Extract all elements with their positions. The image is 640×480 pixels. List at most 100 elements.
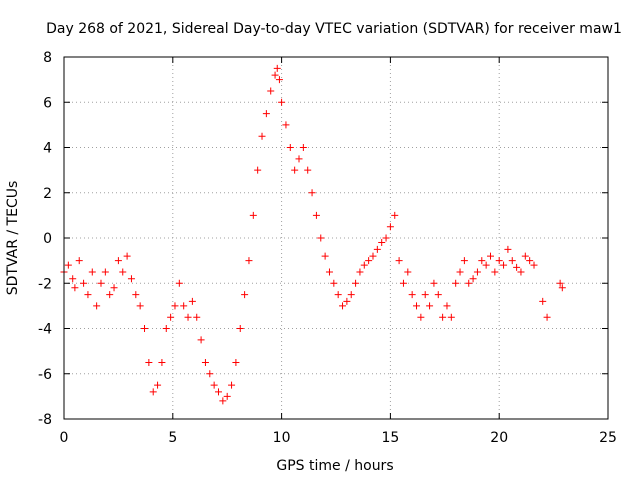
y-tick-label: 8 [43,50,52,66]
x-tick-label: 20 [490,430,508,446]
data-point [508,257,516,265]
data-point [127,275,135,283]
data-point [513,263,521,271]
data-point [241,291,249,299]
data-point [330,279,338,287]
data-point [452,279,460,287]
data-point [271,71,279,79]
data-point [521,252,529,260]
data-series [60,64,566,405]
data-point [71,284,79,292]
data-point [273,64,281,72]
data-point [460,257,468,265]
data-point [417,313,425,321]
data-point [491,268,499,276]
data-point [154,381,162,389]
chart-title: Day 268 of 2021, Sidereal Day-to-day VTE… [46,21,622,37]
data-point [382,234,390,242]
data-point [500,261,508,269]
y-tick-label: -4 [38,322,52,338]
data-point [391,211,399,219]
data-point [556,279,564,287]
data-point [317,234,325,242]
data-point [334,291,342,299]
data-point [504,245,512,253]
data-point [97,279,105,287]
data-point [210,381,218,389]
data-point [421,291,429,299]
data-point [478,257,486,265]
data-point [267,87,275,95]
data-point [119,268,127,276]
data-point [291,166,299,174]
data-point [430,279,438,287]
data-point [262,110,270,118]
data-point [123,252,131,260]
data-point [228,381,236,389]
data-point [426,302,434,310]
data-point [136,302,144,310]
data-point [258,132,266,140]
data-point [378,239,386,247]
data-point [223,392,231,400]
data-point [193,313,201,321]
data-point [413,302,421,310]
data-point [517,268,525,276]
data-point [80,279,88,287]
y-tick-label: 2 [43,186,52,202]
x-tick-label: 0 [60,430,69,446]
data-point [558,284,566,292]
data-point [447,313,455,321]
data-point [201,358,209,366]
data-point [308,189,316,197]
data-point [286,144,294,151]
data-point [456,268,464,276]
data-point [206,370,214,378]
data-point [180,302,188,310]
data-point [404,268,412,276]
y-tick-label: -8 [38,412,52,428]
data-point [141,325,149,332]
data-point [526,257,534,265]
data-point [312,211,320,219]
data-point [369,252,377,260]
data-point [84,291,92,299]
data-point [110,284,118,292]
y-tick-label: 0 [43,231,52,247]
data-point [473,268,481,276]
data-point [465,279,473,287]
data-point [360,261,368,269]
data-point [304,166,312,174]
x-tick-label: 10 [273,430,291,446]
data-point [175,279,183,287]
data-point [530,261,538,269]
data-point [495,257,503,265]
data-point [219,397,227,405]
data-point [236,325,244,332]
data-point [232,358,240,366]
x-tick-label: 25 [599,430,617,446]
data-point [69,275,77,283]
data-point [343,297,351,305]
data-point [356,268,364,276]
data-point [106,291,114,299]
data-point [365,257,373,265]
data-point [321,252,329,260]
y-tick-label: 4 [43,141,52,157]
y-axis-label: SDTVAR / TECUs [5,181,21,296]
data-point [408,291,416,299]
data-point [254,166,262,174]
data-point [145,358,153,366]
x-axis-label: GPS time / hours [276,458,393,474]
data-point [75,257,83,265]
data-point [197,336,205,344]
data-point [114,257,122,265]
data-point [299,144,307,151]
data-point [295,155,303,163]
data-point [214,388,222,396]
data-point [249,211,257,219]
data-point [167,313,175,321]
data-point [482,261,490,269]
data-point [352,279,360,287]
